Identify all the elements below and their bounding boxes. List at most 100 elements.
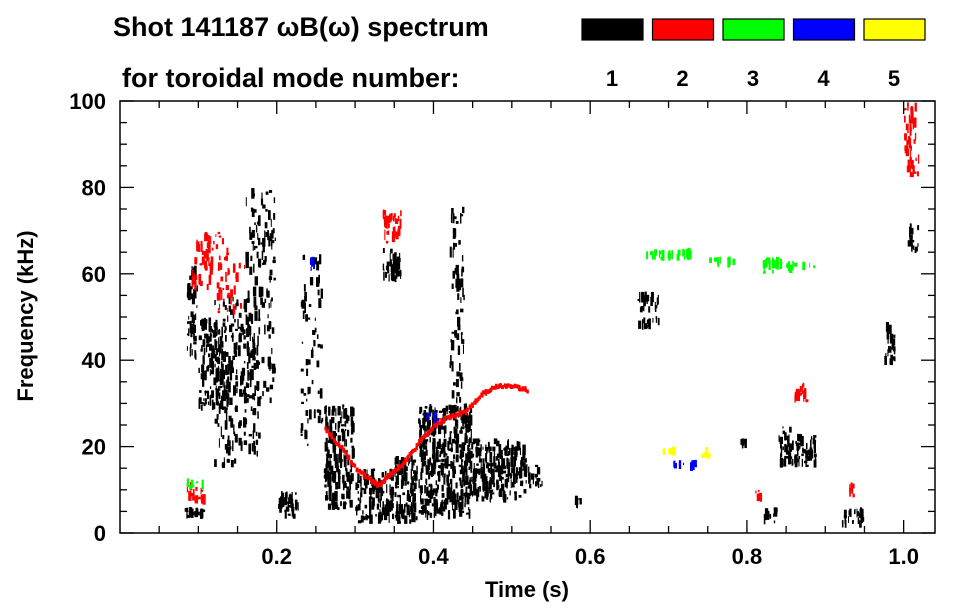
- mode-1-cell: [319, 254, 322, 265]
- mode-1-cell: [256, 450, 258, 457]
- mode-1-cell: [766, 510, 770, 520]
- mode-1-cell: [209, 334, 212, 337]
- mode-1-cell: [391, 503, 394, 509]
- mode-1-cell: [326, 446, 329, 452]
- mode-1-cell: [200, 508, 203, 512]
- mode-2-cell: [914, 102, 917, 112]
- mode-1-cell: [230, 446, 232, 450]
- mode-1-cell: [810, 439, 812, 450]
- mode-1-cell: [202, 355, 205, 365]
- mode-2-cell: [219, 263, 223, 270]
- mode-1-cell: [329, 419, 331, 430]
- mode-1-cell: [490, 490, 493, 500]
- mode-1-cell: [271, 297, 273, 302]
- mode-2-cell: [205, 248, 209, 260]
- mode-1-cell: [369, 496, 373, 500]
- mode-1-cell: [206, 343, 210, 347]
- mode-1-cell: [392, 264, 395, 273]
- mode-1-cell: [228, 356, 231, 363]
- mode-1-cell: [424, 460, 427, 466]
- mode-1-cell: [455, 311, 459, 315]
- mode-1-cell: [455, 379, 459, 388]
- mode-1-cell: [278, 497, 281, 509]
- mode-1-cell: [657, 294, 659, 305]
- mode-1-cell: [504, 447, 508, 455]
- mode-1-cell: [638, 320, 642, 329]
- mode-1-cell: [457, 325, 461, 331]
- mode-1-cell: [326, 471, 330, 480]
- mode-1-cell: [302, 310, 305, 319]
- mode-1-cell: [891, 344, 895, 350]
- mode-1-cell: [461, 266, 464, 271]
- legend-label-mode-5: 5: [888, 66, 900, 91]
- mode-1-cell: [440, 505, 442, 510]
- mode-1-cell: [412, 493, 416, 502]
- mode-1-cell: [186, 333, 189, 336]
- mode-1-cell: [239, 420, 242, 427]
- mode-1-cell: [429, 409, 431, 414]
- mode-1-cell: [274, 237, 276, 241]
- mode-3-cell: [762, 260, 766, 269]
- mode-2-cell: [417, 442, 421, 447]
- mode-1-cell: [385, 500, 389, 511]
- mode-1-cell: [411, 488, 414, 497]
- mode-1-cell: [794, 457, 798, 468]
- mode-1-cell: [429, 457, 432, 466]
- mode-1-cell: [332, 470, 337, 480]
- mode-1-cell: [415, 516, 418, 521]
- mode-1-cell: [454, 268, 458, 274]
- mode-2-cell: [455, 412, 458, 417]
- mode-1-cell: [230, 323, 235, 327]
- mode-3-cell: [709, 257, 712, 264]
- mode-1-cell: [457, 316, 461, 327]
- mode-1-cell: [456, 273, 460, 285]
- mode-1-cell: [456, 492, 459, 503]
- mode-1-cell: [394, 515, 396, 518]
- mode-1-cell: [465, 435, 468, 444]
- mode-1-cell: [193, 288, 196, 297]
- mode-2-cell: [225, 285, 229, 291]
- mode-1-cell: [448, 404, 452, 410]
- mode-1-cell: [485, 444, 487, 450]
- mode-1-cell: [238, 437, 242, 446]
- mode-2-cell: [356, 468, 360, 473]
- mode-2-cell: [913, 139, 916, 144]
- mode-1-cell: [235, 342, 238, 350]
- mode-1-cell: [453, 489, 456, 496]
- mode-2-cell: [408, 452, 411, 457]
- mode-1-cell: [520, 480, 524, 486]
- mode-2-cell: [199, 263, 203, 266]
- mode-1-cell: [218, 403, 221, 414]
- mode-2-cell: [495, 383, 498, 388]
- mode-1-cell: [252, 353, 256, 361]
- mode-2-cell: [794, 395, 796, 403]
- mode-1-cell: [246, 328, 249, 338]
- mode-1-cell: [398, 503, 400, 513]
- mode-1-cell: [331, 500, 335, 510]
- mode-1-cell: [452, 438, 455, 444]
- mode-1-cell: [359, 499, 361, 511]
- mode-1-cell: [459, 430, 463, 434]
- mode-1-cell: [451, 407, 454, 413]
- mode-1-cell: [219, 336, 223, 346]
- mode-1-cell: [784, 447, 787, 452]
- mode-1-cell: [247, 324, 250, 329]
- mode-1-cell: [469, 411, 471, 419]
- mode-1-cell: [420, 454, 423, 462]
- mode-3-cell: [809, 263, 811, 268]
- legend-label-mode-4: 4: [817, 66, 830, 91]
- mode-1-cell: [357, 520, 362, 524]
- mode-1-cell: [188, 328, 190, 336]
- mode-1-cell: [218, 365, 220, 374]
- mode-1-cell: [424, 500, 427, 512]
- mode-2-cell: [426, 433, 429, 437]
- mode-1-cell: [272, 228, 275, 234]
- mode-1-cell: [460, 297, 462, 303]
- mode-1-cell: [433, 453, 436, 460]
- mode-1-cell: [435, 489, 438, 497]
- mode-1-cell: [254, 209, 257, 213]
- mode-1-cell: [473, 468, 476, 471]
- mode-1-cell: [327, 440, 330, 444]
- mode-4-cell: [678, 460, 682, 470]
- mode-2-cell: [407, 454, 410, 459]
